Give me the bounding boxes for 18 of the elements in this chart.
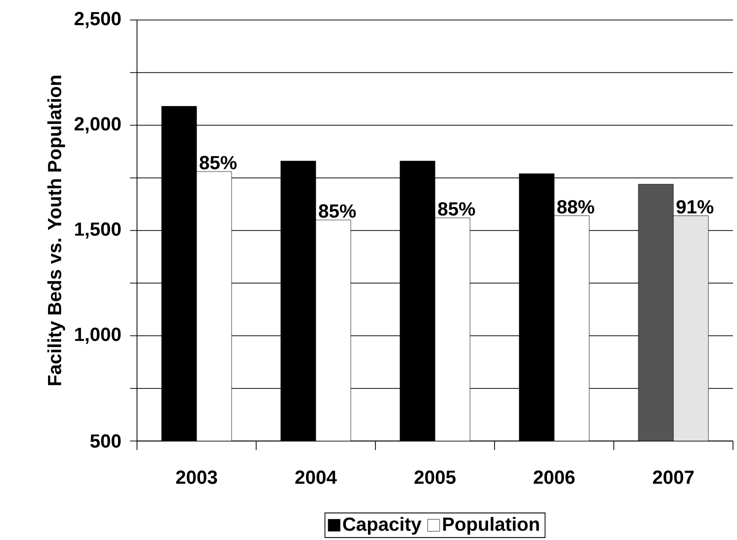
annotation: 88% [557, 200, 594, 214]
y-tick-label: 2,500 [74, 12, 121, 28]
legend-label: Capacity [343, 516, 422, 535]
x-tick-label: 2007 [652, 470, 694, 484]
annotation: 85% [438, 202, 475, 216]
y-tick-label: 1,500 [75, 222, 121, 239]
y-tick-label: 2,000 [74, 117, 121, 134]
legend-label: Population [443, 516, 539, 535]
annotation: 85% [318, 204, 356, 218]
x-tick-label: 2006 [534, 470, 575, 484]
y-tick-label: 1,000 [75, 328, 121, 344]
annotation: 91% [676, 200, 714, 214]
x-tick-label: 2003 [176, 470, 218, 484]
x-tick-label: 2005 [414, 470, 456, 484]
x-tick-label: 2004 [295, 470, 337, 484]
y-axis-title: Facility Beds vs. Youth Population [47, 76, 66, 386]
annotation: 85% [200, 156, 237, 170]
y-tick-label: 500 [90, 434, 121, 448]
